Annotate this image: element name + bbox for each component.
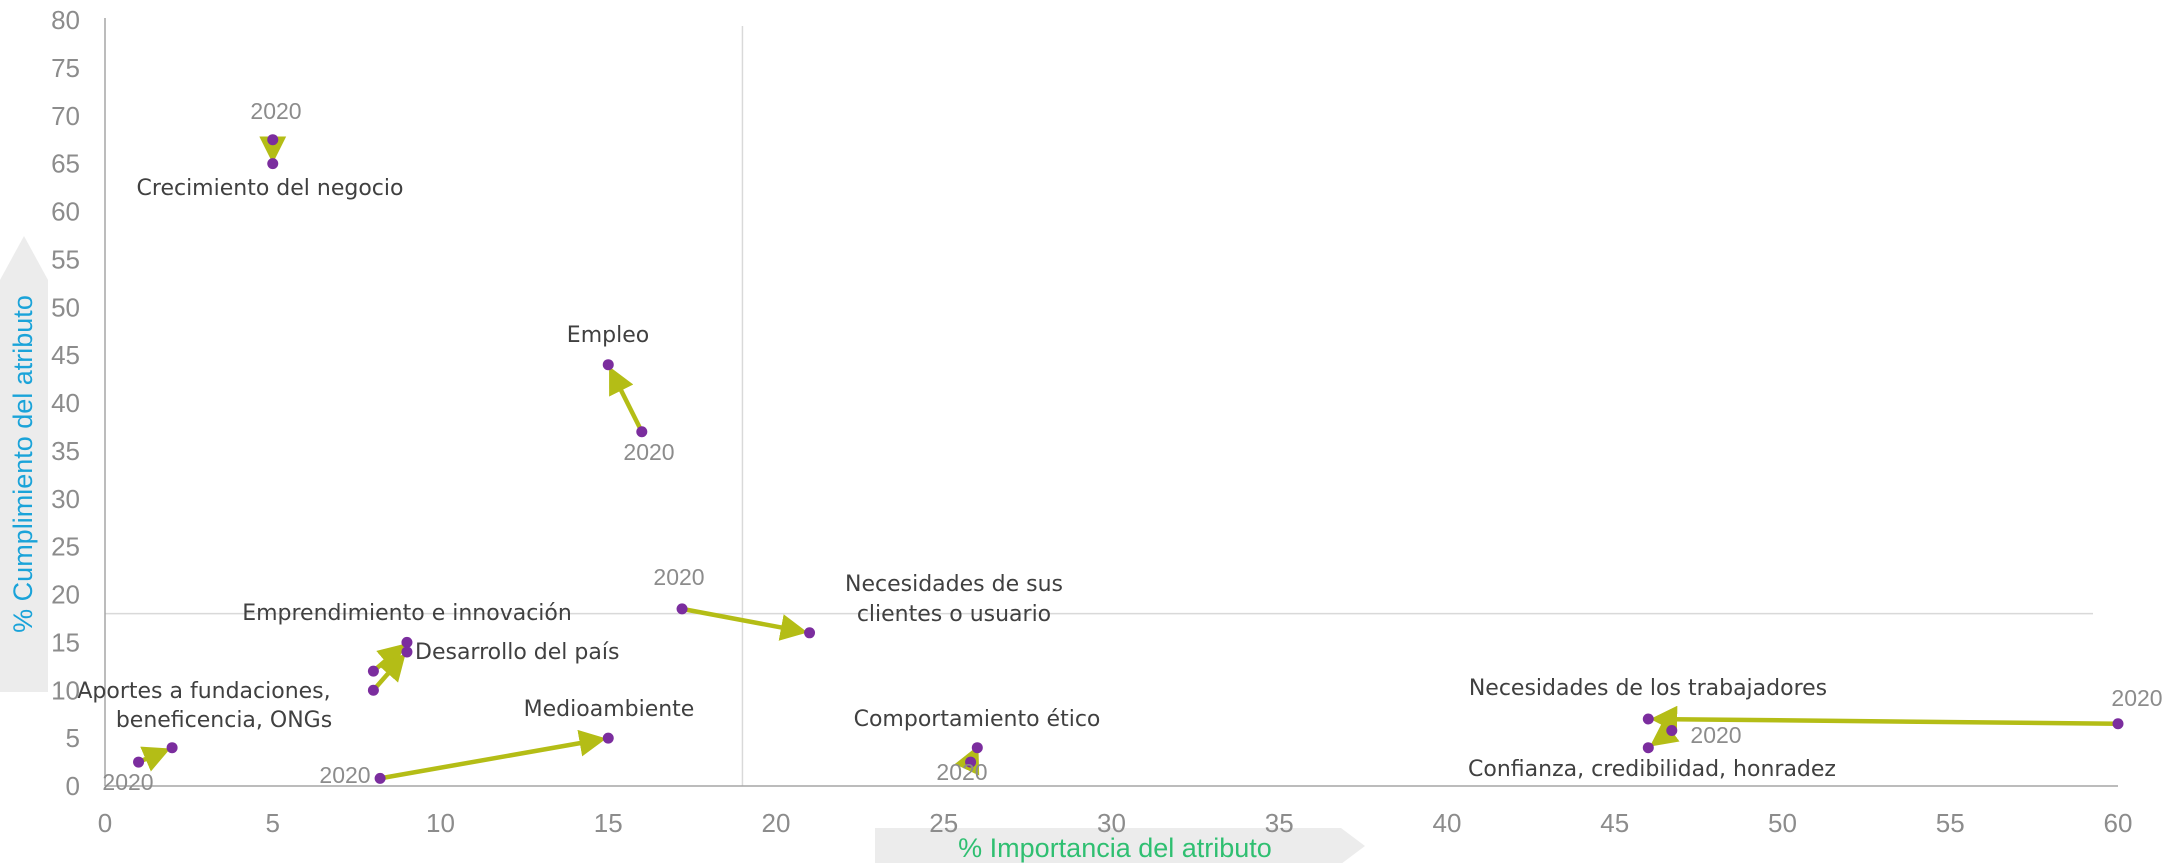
point-current-4: [401, 636, 413, 648]
y-tick-label: 25: [51, 532, 80, 562]
y-tick-label: 10: [51, 675, 80, 705]
y-axis-label: % Cumplimiento del atributo: [8, 295, 38, 633]
label-medioambiente: Medioambiente: [524, 697, 695, 722]
reference-lines: [105, 26, 2093, 786]
point-current-2: [602, 359, 614, 371]
point-2020-3: [676, 603, 688, 615]
point-current-10: [1642, 742, 1654, 754]
label-aportes-2: beneficencia, ONGs: [116, 708, 332, 733]
y-tick-label: 40: [51, 388, 80, 418]
y-tick-label: 80: [51, 5, 80, 35]
point-current-8: [971, 742, 983, 754]
y-tick-label: 60: [51, 197, 80, 227]
point-2020-2: [636, 426, 648, 438]
label-desarrollo: Desarrollo del país: [415, 640, 619, 665]
point-current-5: [401, 646, 413, 658]
point-2020-8: [965, 756, 977, 768]
axes: [104, 18, 2118, 787]
year-label-crecimiento: 2020: [250, 98, 301, 124]
y-tick-label: 20: [51, 580, 80, 610]
year-label-aportes: 2020: [102, 769, 153, 795]
label-necesidades-clientes-2: clientes o usuario: [857, 602, 1051, 627]
label-empleo: Empleo: [567, 323, 649, 348]
point-2020-6: [133, 756, 145, 768]
y-tick-label: 35: [51, 436, 80, 466]
arrow-5: [371, 653, 406, 692]
year-labels: 2020 2020 2020 2020 2020 2020 2020 2020: [102, 98, 2162, 795]
x-tick-labels: 0 5 10 15 20 25 30 35 40 45 50 55 60: [98, 808, 2133, 838]
point-current-3: [804, 627, 816, 639]
label-trabajadores: Necesidades de los trabajadores: [1469, 676, 1827, 701]
y-tick-label: 5: [66, 723, 80, 753]
point-2020-1: [267, 134, 279, 146]
x-tick-label: 10: [426, 808, 455, 838]
point-current-7: [602, 732, 614, 744]
x-tick-label: 5: [266, 808, 280, 838]
x-tick-label: 50: [1768, 808, 1797, 838]
year-label-confianza: 2020: [1690, 722, 1741, 748]
xlabel-background: [875, 828, 1365, 863]
x-tick-label: 25: [929, 808, 958, 838]
point-labels: Crecimiento del negocio Empleo Necesidad…: [77, 176, 1836, 782]
year-label-trabajadores: 2020: [2111, 685, 2162, 711]
arrow-7: [379, 729, 607, 781]
point-2020-5: [367, 684, 379, 696]
y-tick-label: 15: [51, 627, 80, 657]
arrow-2: [609, 366, 644, 433]
point-current-1: [267, 158, 279, 170]
x-tick-label: 20: [762, 808, 791, 838]
y-tick-label: 65: [51, 149, 80, 179]
x-tick-label: 40: [1433, 808, 1462, 838]
label-aportes-1: Aportes a fundaciones,: [77, 679, 330, 704]
point-2020-7: [374, 772, 386, 784]
point-current-6: [166, 742, 178, 754]
x-tick-label: 30: [1097, 808, 1126, 838]
x-tick-label: 60: [2104, 808, 2133, 838]
x-tick-label: 55: [1936, 808, 1965, 838]
year-label-empleo: 2020: [623, 439, 674, 465]
arrow-3: [681, 606, 808, 641]
point-current-9: [1642, 713, 1654, 725]
x-axis-label: % Importancia del atributo: [958, 833, 1272, 863]
y-tick-label: 30: [51, 484, 80, 514]
y-tick-label: 50: [51, 292, 80, 322]
y-tick-label: 75: [51, 53, 80, 83]
year-label-comportamiento: 2020: [936, 759, 987, 785]
label-necesidades-clientes-1: Necesidades de sus: [845, 572, 1063, 597]
y-tick-label: 45: [51, 340, 80, 370]
y-tick-label: 0: [66, 771, 80, 801]
y-tick-labels: 0 5 10 15 20 25 30 35 40 45 50 55 60 65 70 75 80: [51, 5, 80, 801]
point-2020-4: [367, 665, 379, 677]
label-comportamiento: Comportamiento ético: [854, 707, 1101, 732]
year-label-medioambiente: 2020: [319, 762, 370, 788]
x-tick-label: 15: [594, 808, 623, 838]
point-2020-10: [1666, 724, 1678, 736]
arrow-9: [1650, 705, 2119, 733]
year-label-necesidades-clientes: 2020: [653, 564, 704, 590]
label-crecimiento: Crecimiento del negocio: [137, 176, 404, 201]
y-tick-label: 55: [51, 244, 80, 274]
ylabel-background: [0, 236, 48, 692]
x-tick-label: 45: [1600, 808, 1629, 838]
point-2020-9: [2112, 718, 2124, 730]
x-tick-label: 35: [1265, 808, 1294, 838]
data-points: [133, 134, 2124, 784]
y-tick-label: 70: [51, 101, 80, 131]
label-emprendimiento: Emprendimiento e innovación: [242, 601, 572, 626]
x-tick-label: 0: [98, 808, 112, 838]
label-confianza: Confianza, credibilidad, honradez: [1468, 757, 1836, 782]
